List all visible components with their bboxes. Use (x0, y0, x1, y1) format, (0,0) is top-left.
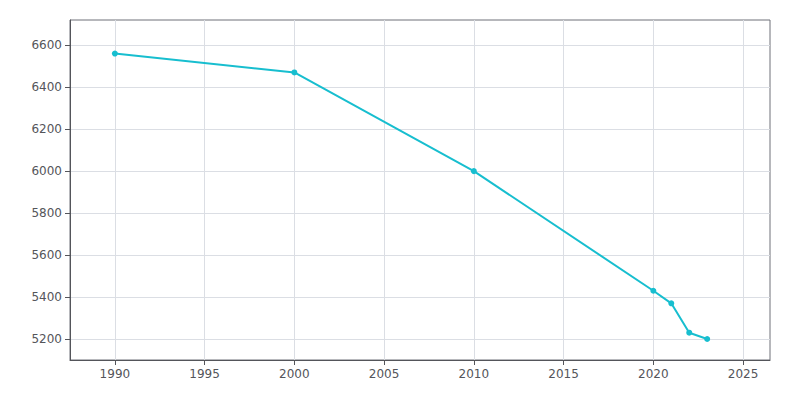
svg-text:1995: 1995 (189, 367, 220, 381)
svg-text:2025: 2025 (728, 367, 759, 381)
svg-text:5200: 5200 (31, 332, 62, 346)
svg-text:1990: 1990 (100, 367, 131, 381)
svg-text:2020: 2020 (638, 367, 669, 381)
svg-text:2015: 2015 (548, 367, 579, 381)
svg-text:6600: 6600 (31, 38, 62, 52)
svg-text:5400: 5400 (31, 290, 62, 304)
svg-text:6400: 6400 (31, 80, 62, 94)
svg-text:2000: 2000 (279, 367, 310, 381)
svg-text:5600: 5600 (31, 248, 62, 262)
svg-text:2010: 2010 (459, 367, 490, 381)
svg-text:2005: 2005 (369, 367, 400, 381)
svg-text:6000: 6000 (31, 164, 62, 178)
svg-text:6200: 6200 (31, 122, 62, 136)
svg-text:5800: 5800 (31, 206, 62, 220)
